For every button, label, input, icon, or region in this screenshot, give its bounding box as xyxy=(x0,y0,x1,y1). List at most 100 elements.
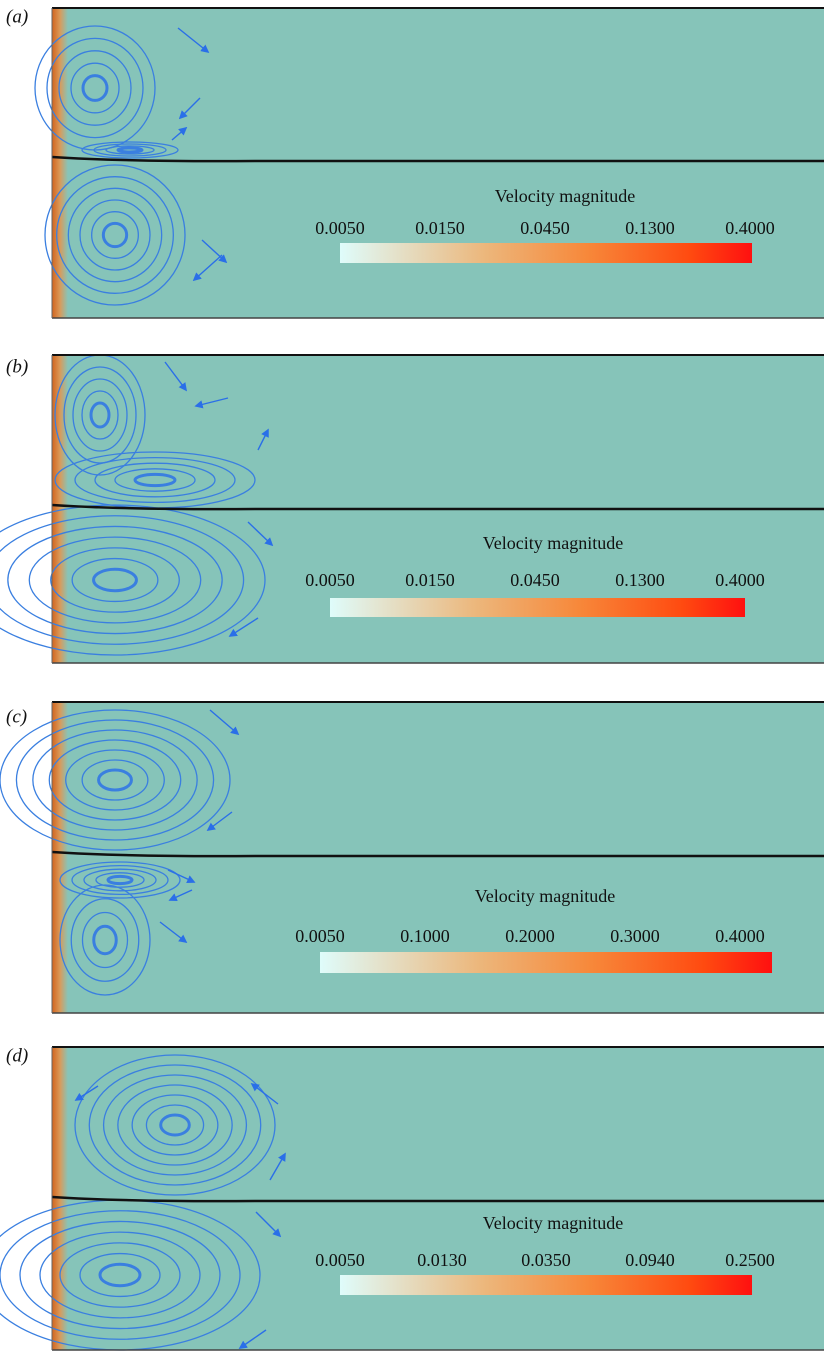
flow-arrow xyxy=(228,617,259,637)
streamline xyxy=(81,390,119,440)
streamline xyxy=(117,1084,233,1166)
colorbar-tick-label: 0.2000 xyxy=(505,926,555,946)
streamline xyxy=(72,378,128,452)
streamline xyxy=(7,525,223,635)
flow-arrow xyxy=(159,921,188,944)
colorbar-tick-label: 0.0050 xyxy=(295,926,345,946)
streamline xyxy=(95,872,145,888)
colorbar-tick-label: 0.3000 xyxy=(610,926,660,946)
streamline xyxy=(0,709,231,851)
streamline xyxy=(81,141,179,159)
streamline xyxy=(59,884,151,996)
colorbar xyxy=(340,1275,752,1295)
panel: (c) Velocity magnitude 0.0050 0.1000 0.2000 0… xyxy=(0,701,824,1014)
streamline xyxy=(39,1231,201,1319)
colorbar-title: Velocity magnitude xyxy=(495,186,635,206)
colorbar-tick-label: 0.0450 xyxy=(510,570,560,590)
wall-gradient xyxy=(52,8,68,318)
flow-domain xyxy=(52,1047,824,1350)
wall-gradient xyxy=(52,355,68,663)
colorbar-tick-label: 0.4000 xyxy=(715,570,765,590)
streamline xyxy=(46,37,144,139)
flow-arrow xyxy=(177,27,210,54)
flow-arrow xyxy=(209,709,240,736)
streamline xyxy=(97,768,133,792)
streamline xyxy=(116,146,144,154)
colorbar-title: Velocity magnitude xyxy=(483,533,623,553)
wall-gradient xyxy=(52,702,68,1013)
interface xyxy=(51,503,824,511)
colorbar xyxy=(320,952,772,973)
colorbar-tick-label: 0.1300 xyxy=(625,218,675,238)
streamline xyxy=(19,1220,221,1330)
streamline xyxy=(15,719,215,841)
colorbar-tick-label: 0.0130 xyxy=(417,1250,467,1270)
flow-arrow xyxy=(194,397,229,409)
streamline xyxy=(101,221,129,249)
panel: (a) Velocity magnitude 0.0050 0.0150 0.0450 0… xyxy=(6,6,824,319)
streamline xyxy=(0,504,266,656)
streamline xyxy=(63,366,137,464)
interface xyxy=(51,1195,824,1203)
colorbar-tick-label: 0.0050 xyxy=(305,570,355,590)
streamline xyxy=(56,176,174,294)
streamline xyxy=(145,1104,205,1146)
streamline xyxy=(44,164,186,306)
panel-label: (d) xyxy=(6,1045,28,1066)
streamline xyxy=(133,472,177,488)
streamline xyxy=(59,1242,181,1308)
flow-arrow xyxy=(269,1152,286,1181)
colorbar-tick-label: 0.1000 xyxy=(400,926,450,946)
streamline xyxy=(131,1094,219,1156)
streamline xyxy=(70,62,120,114)
streamline xyxy=(79,1252,161,1298)
colorbar-title: Velocity magnitude xyxy=(475,886,615,906)
flow-arrow xyxy=(250,1082,279,1105)
flow-arrow xyxy=(171,126,188,141)
flow-arrow xyxy=(164,361,188,392)
streamline xyxy=(32,729,198,831)
streamline xyxy=(70,898,140,982)
flow-arrow xyxy=(238,1329,267,1349)
streamline xyxy=(50,547,180,613)
streamline xyxy=(58,50,132,126)
flow-domain xyxy=(52,8,824,318)
colorbar xyxy=(330,598,745,617)
flow-arrow xyxy=(257,428,269,451)
streamline xyxy=(114,468,196,492)
streamline xyxy=(94,462,216,498)
streamline xyxy=(81,74,109,102)
colorbar-tick-label: 0.0050 xyxy=(315,1250,365,1270)
panel-label: (b) xyxy=(6,356,28,377)
streamline xyxy=(71,557,159,603)
colorbar xyxy=(340,243,752,263)
streamline xyxy=(0,1210,241,1340)
streamline xyxy=(34,25,156,151)
streamline xyxy=(79,199,151,271)
streamline xyxy=(81,759,149,801)
colorbar-tick-label: 0.0940 xyxy=(625,1250,675,1270)
flow-arrow xyxy=(74,1085,99,1101)
colorbar-tick-label: 0.4000 xyxy=(715,926,765,946)
streamline xyxy=(88,1064,262,1186)
panel-label: (c) xyxy=(6,706,27,727)
flow-arrow xyxy=(206,811,233,832)
streamline xyxy=(91,211,139,259)
colorbar-title: Velocity magnitude xyxy=(483,1213,623,1233)
streamline xyxy=(65,749,165,811)
streamline xyxy=(92,924,118,956)
streamline xyxy=(102,1074,248,1176)
streamline xyxy=(98,1262,142,1288)
flow-arrow xyxy=(247,521,274,547)
panel: (b) Velocity magnitude 0.0050 0.0150 0.0450 0… xyxy=(0,354,824,664)
interface xyxy=(51,155,824,163)
panel-label: (a) xyxy=(6,6,28,27)
flow-arrow xyxy=(168,889,193,902)
colorbar-tick-label: 0.0050 xyxy=(315,218,365,238)
interface xyxy=(51,850,824,858)
flow-arrow xyxy=(255,1211,282,1238)
colorbar-tick-label: 0.2500 xyxy=(725,1250,775,1270)
streamline xyxy=(74,1054,276,1196)
streamline xyxy=(48,739,182,821)
